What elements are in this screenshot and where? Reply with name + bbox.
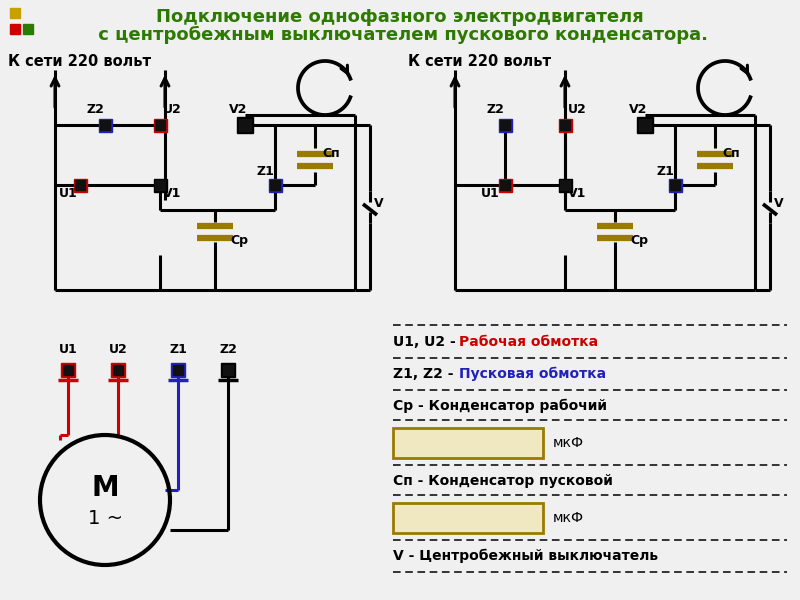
Bar [155, 180, 165, 190]
Bar [498, 118, 511, 131]
Text: Cр: Cр [230, 234, 248, 247]
Text: Подключение однофазного электродвигателя: Подключение однофазного электродвигателя [156, 8, 644, 26]
Text: V: V [374, 197, 384, 210]
Bar [154, 118, 166, 131]
Text: с центробежным выключателем пускового конденсатора.: с центробежным выключателем пускового ко… [92, 26, 708, 44]
Bar [270, 180, 280, 190]
Bar [560, 180, 570, 190]
Text: К сети 220 вольт: К сети 220 вольт [408, 55, 551, 70]
Text: Cп: Cп [722, 147, 740, 160]
Text: U2: U2 [568, 103, 586, 116]
Bar [558, 118, 571, 131]
Bar [498, 179, 511, 191]
Text: Z2: Z2 [486, 103, 504, 116]
Text: Z2: Z2 [86, 103, 104, 116]
Bar [155, 120, 165, 130]
Bar [269, 179, 282, 191]
Bar [669, 179, 682, 191]
Bar [171, 363, 185, 377]
Text: U1: U1 [481, 187, 499, 200]
Bar [154, 179, 166, 191]
Bar [75, 180, 85, 190]
Bar [61, 363, 75, 377]
Text: U1: U1 [58, 187, 78, 200]
Text: V2: V2 [629, 103, 647, 116]
Bar [500, 180, 510, 190]
Bar [239, 119, 251, 131]
Bar [111, 363, 125, 377]
Text: 1 ~: 1 ~ [87, 509, 122, 527]
Bar [10, 24, 20, 34]
Text: Cр: Cр [630, 234, 648, 247]
Bar [10, 8, 20, 18]
Text: U1, U2 -: U1, U2 - [393, 335, 461, 349]
Bar [670, 180, 680, 190]
Text: U2: U2 [109, 343, 127, 356]
Bar [74, 179, 86, 191]
Bar [23, 24, 33, 34]
Text: мкФ: мкФ [553, 511, 584, 525]
Text: M: M [91, 474, 119, 502]
Text: V1: V1 [163, 187, 182, 200]
Text: Z1, Z2 -: Z1, Z2 - [393, 367, 458, 381]
Text: V2: V2 [229, 103, 247, 116]
Text: Cп - Конденсатор пусковой: Cп - Конденсатор пусковой [393, 474, 613, 488]
Text: Cр - Конденсатор рабочий: Cр - Конденсатор рабочий [393, 399, 607, 413]
Bar [62, 365, 74, 376]
Text: Z2: Z2 [219, 343, 237, 356]
Text: U1: U1 [58, 343, 78, 356]
Text: V1: V1 [568, 187, 586, 200]
Bar [560, 120, 570, 130]
Text: U2: U2 [163, 103, 182, 116]
Text: Z1: Z1 [656, 165, 674, 178]
Bar [221, 363, 235, 377]
Bar [100, 120, 110, 130]
Bar [500, 120, 510, 130]
Text: Пусковая обмотка: Пусковая обмотка [459, 367, 606, 381]
Text: Z1: Z1 [256, 165, 274, 178]
FancyBboxPatch shape [393, 428, 543, 458]
FancyBboxPatch shape [393, 503, 543, 533]
Text: V: V [774, 197, 784, 210]
Text: V - Центробежный выключатель: V - Центробежный выключатель [393, 549, 658, 563]
Text: К сети 220 вольт: К сети 220 вольт [8, 55, 151, 70]
Text: Рабочая обмотка: Рабочая обмотка [459, 335, 598, 349]
Text: Cп: Cп [322, 147, 340, 160]
Text: мкФ: мкФ [553, 436, 584, 450]
Text: Z1: Z1 [169, 343, 187, 356]
Bar [113, 365, 123, 376]
Bar [222, 365, 234, 376]
Bar [558, 179, 571, 191]
Bar [237, 117, 253, 133]
Bar [637, 117, 653, 133]
Bar [639, 119, 651, 131]
Bar [173, 365, 183, 376]
Bar [98, 118, 111, 131]
